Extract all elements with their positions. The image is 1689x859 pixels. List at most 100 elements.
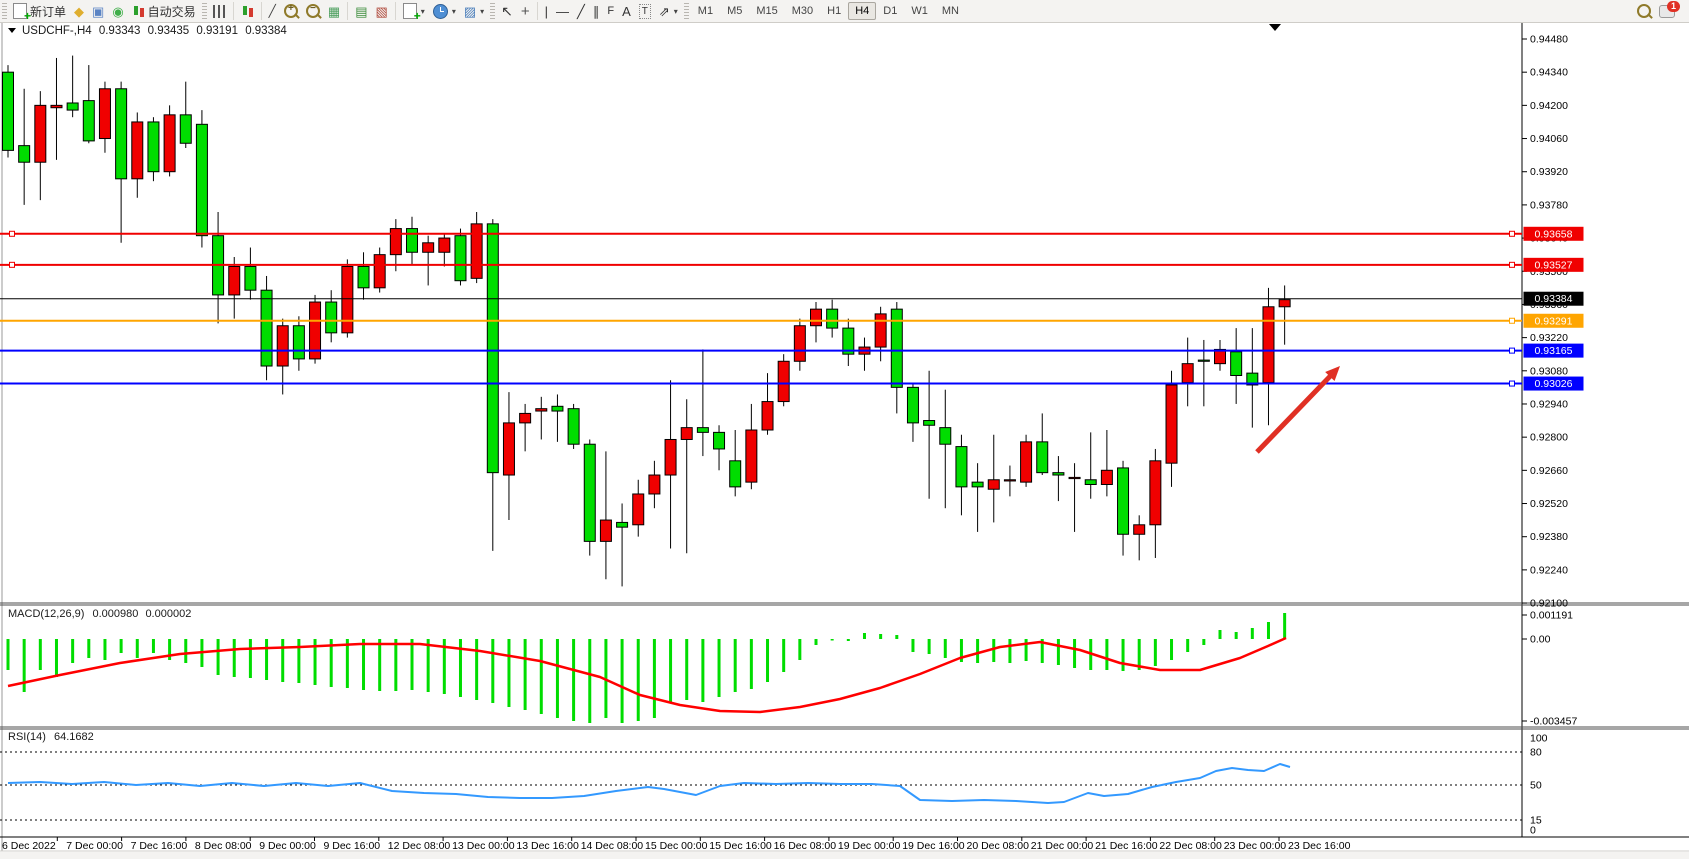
macd-histogram-bar bbox=[572, 639, 576, 721]
auto-scroll-button[interactable]: ▤ bbox=[351, 4, 371, 19]
candle bbox=[1149, 460, 1162, 526]
trend-arrow-head[interactable] bbox=[1325, 366, 1340, 382]
macd-histogram-bar bbox=[1040, 639, 1044, 663]
candle bbox=[971, 481, 984, 488]
chart-shift-button[interactable]: ▧ bbox=[372, 4, 392, 19]
time-tick-label: 21 Dec 00:00 bbox=[1031, 840, 1094, 852]
zoom-out-button[interactable]: − bbox=[302, 3, 324, 19]
macd-histogram-bar bbox=[1186, 639, 1190, 652]
search-button[interactable] bbox=[1633, 3, 1655, 19]
timeframe-H1[interactable]: H1 bbox=[827, 5, 842, 17]
line-chart-mode-button[interactable]: ╱ bbox=[265, 3, 280, 19]
price-tick-label: 0.94480 bbox=[1530, 34, 1568, 46]
new-order-button[interactable]: 新订单 bbox=[9, 2, 70, 23]
time-tick-label: 16 Dec 08:00 bbox=[774, 840, 837, 852]
line-handle[interactable] bbox=[1509, 347, 1515, 354]
timeframe-M15[interactable]: M15 bbox=[756, 5, 778, 17]
candle-chart-mode-button[interactable] bbox=[237, 3, 258, 19]
candle bbox=[616, 521, 629, 528]
auto-trading-button[interactable]: 自动交易 bbox=[128, 2, 200, 21]
chart-shift-marker[interactable] bbox=[1269, 24, 1281, 31]
timeframe-M5[interactable]: M5 bbox=[727, 5, 743, 17]
time-tick-label: 21 Dec 16:00 bbox=[1095, 840, 1158, 852]
candle bbox=[1246, 372, 1259, 386]
templates-dropdown[interactable]: ▨ ▾ bbox=[460, 4, 488, 19]
candle bbox=[115, 88, 128, 180]
bar-chart-mode-button[interactable] bbox=[209, 4, 230, 19]
candle bbox=[260, 289, 273, 367]
cursor-tool-button[interactable]: ↖ bbox=[497, 4, 517, 19]
timeframe-M1[interactable]: M1 bbox=[697, 5, 714, 17]
macd-histogram-bar bbox=[895, 635, 899, 639]
vertical-line-tool[interactable]: | bbox=[541, 4, 552, 19]
timeframe-H4[interactable]: H4 bbox=[848, 2, 877, 20]
chat-bubble-icon: 1 bbox=[1659, 0, 1680, 18]
line-handle[interactable] bbox=[1509, 317, 1515, 324]
crosshair-tool-button[interactable]: + bbox=[517, 4, 534, 19]
tile-windows-button[interactable]: ▦ bbox=[324, 4, 344, 19]
candle bbox=[1181, 363, 1194, 384]
time-tick-label: 22 Dec 08:00 bbox=[1159, 840, 1222, 852]
candle bbox=[244, 265, 257, 291]
candle bbox=[179, 114, 192, 144]
zoom-out-icon: − bbox=[305, 3, 320, 18]
metaeditor-button[interactable]: ◆ bbox=[70, 4, 88, 19]
candle bbox=[1100, 469, 1113, 486]
candle bbox=[826, 308, 839, 329]
zoom-in-button[interactable]: + bbox=[280, 3, 302, 19]
line-handle[interactable] bbox=[1509, 230, 1515, 237]
trendline-tool[interactable]: ╱ bbox=[573, 4, 589, 19]
macd-histogram-bar bbox=[103, 639, 107, 660]
text-label-tool[interactable]: T bbox=[635, 3, 655, 20]
template-icon: ▨ bbox=[463, 3, 477, 19]
auto-trading-label: 自动交易 bbox=[147, 4, 196, 19]
separator bbox=[232, 2, 234, 20]
text-label-icon: T bbox=[638, 3, 651, 19]
signals-button[interactable]: ◉ bbox=[108, 4, 127, 19]
macd-histogram-bar bbox=[1121, 639, 1125, 671]
candle bbox=[729, 460, 742, 488]
text-tool[interactable]: A bbox=[618, 4, 635, 19]
periods-dropdown[interactable]: ▾ bbox=[429, 3, 460, 20]
macd-axis-label: 0.001191 bbox=[1530, 610, 1573, 622]
cursor-icon: ↖ bbox=[501, 2, 513, 19]
time-tick-label: 13 Dec 16:00 bbox=[516, 840, 579, 852]
candle bbox=[535, 408, 548, 412]
timeframe-W1[interactable]: W1 bbox=[911, 5, 928, 17]
new-order-label: 新订单 bbox=[30, 4, 67, 19]
price-tick-label: 0.94200 bbox=[1530, 100, 1568, 112]
gold-diamond-icon: ◆ bbox=[74, 3, 85, 19]
close-value: 0.93384 bbox=[245, 25, 287, 37]
candle bbox=[2, 71, 14, 151]
fibonacci-tool[interactable]: F bbox=[603, 4, 618, 19]
candle bbox=[696, 427, 709, 433]
macd-histogram-bar bbox=[378, 639, 382, 691]
chart-background bbox=[0, 22, 1689, 859]
market-depth-button[interactable]: ▣ bbox=[88, 4, 108, 19]
timeframe-M30[interactable]: M30 bbox=[791, 5, 814, 17]
rsi-indicator-label: RSI(14) 64.1682 bbox=[8, 731, 94, 743]
symbol-period: USDCHF-,H4 bbox=[22, 25, 92, 37]
channel-tool[interactable]: ∥ bbox=[589, 4, 604, 19]
separator bbox=[536, 2, 538, 20]
timeframe-MN[interactable]: MN bbox=[941, 5, 959, 17]
macd-histogram-bar bbox=[943, 639, 947, 658]
arrows-dropdown[interactable]: ⇗ ▾ bbox=[655, 4, 682, 19]
line-handle[interactable] bbox=[1509, 380, 1515, 387]
notifications-button[interactable]: 1 bbox=[1655, 0, 1680, 19]
line-handle[interactable] bbox=[9, 230, 15, 237]
candle bbox=[309, 301, 322, 360]
macd-histogram-bar bbox=[846, 639, 850, 641]
price-tick-label: 0.92940 bbox=[1530, 398, 1568, 410]
line-handle[interactable] bbox=[1509, 261, 1515, 268]
horizontal-line-tool[interactable]: — bbox=[552, 4, 573, 19]
macd-histogram-bar bbox=[1266, 622, 1270, 639]
macd-histogram-bar bbox=[329, 639, 333, 687]
line-handle[interactable] bbox=[9, 261, 15, 268]
symbol-dropdown-icon[interactable] bbox=[8, 28, 16, 34]
macd-histogram-bar bbox=[798, 639, 802, 660]
timeframe-D1[interactable]: D1 bbox=[883, 5, 898, 17]
window-icon: ▣ bbox=[92, 3, 105, 19]
new-chart-dropdown[interactable]: ▾ bbox=[399, 2, 429, 23]
